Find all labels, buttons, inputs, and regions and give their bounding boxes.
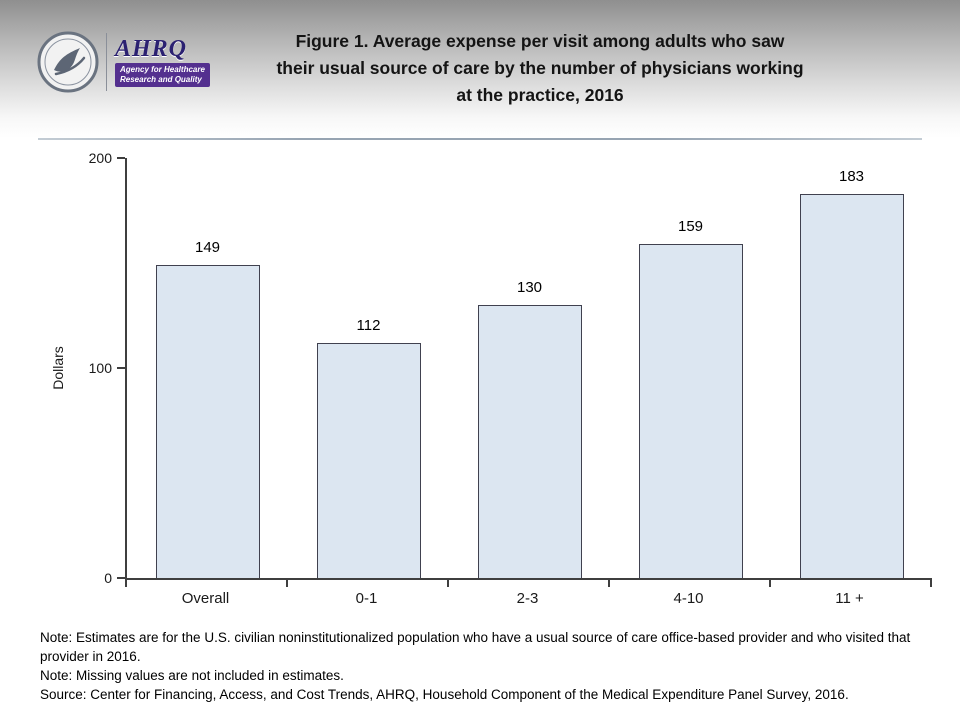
ahrq-tagline-line2: Research and Quality — [120, 75, 202, 84]
bar-slot: 183 — [771, 158, 932, 578]
ahrq-tagline-line1: Agency for Healthcare — [120, 65, 205, 74]
y-axis-tick-mark — [117, 157, 125, 159]
bar — [477, 305, 582, 578]
bar-value-label: 183 — [838, 167, 865, 185]
y-axis-tick-label: 200 — [88, 150, 112, 166]
bar-slot: 112 — [288, 158, 449, 578]
bar-slot: 149 — [127, 158, 288, 578]
x-axis-tick-mark — [125, 580, 127, 587]
x-axis-tick-mark — [769, 580, 771, 587]
x-axis-tick-mark — [286, 580, 288, 587]
ahrq-tagline: Agency for Healthcare Research and Quali… — [115, 63, 210, 87]
figure-title-line3: at the practice, 2016 — [456, 85, 624, 105]
bar-slot: 159 — [610, 158, 771, 578]
note-missing-values: Note: Missing values are not included in… — [40, 668, 344, 683]
bar-chart: Dollars 149 112 130 159 183 Overall 0-1 2-3 4-1… — [0, 150, 960, 620]
source-line: Source: Center for Financing, Access, an… — [40, 687, 849, 702]
note-population: Note: Estimates are for the U.S. civilia… — [40, 630, 911, 664]
x-axis-tick-mark — [930, 580, 932, 587]
y-axis-tick-mark — [117, 367, 125, 369]
logo-group: AHRQ Agency for Healthcare Research and … — [36, 30, 210, 94]
x-axis-label: 4-10 — [673, 590, 704, 607]
header-divider — [38, 138, 922, 140]
x-axis-label: Overall — [181, 590, 230, 607]
y-axis-tick-label: 100 — [88, 360, 112, 376]
bar-value-label: 130 — [516, 279, 543, 296]
page-header: AHRQ Agency for Healthcare Research and … — [0, 0, 960, 138]
bar — [316, 342, 421, 578]
footnotes: Note: Estimates are for the U.S. civilia… — [40, 628, 924, 704]
x-axis-tick-mark — [447, 580, 449, 587]
figure-title-line1: Figure 1. Average expense per visit amon… — [295, 31, 785, 51]
ahrq-logo: AHRQ Agency for Healthcare Research and … — [115, 37, 210, 87]
bar-slot: 130 — [449, 158, 610, 578]
x-axis-labels: Overall 0-1 2-3 4-10 11 + — [125, 590, 930, 607]
bar — [799, 193, 904, 578]
ahrq-logo-text: AHRQ — [115, 36, 188, 62]
figure-title-line2: their usual source of care by the number… — [276, 58, 804, 78]
bar — [638, 244, 743, 578]
bar — [155, 265, 260, 578]
x-axis-label: 0-1 — [355, 590, 378, 607]
y-axis-tick-mark — [117, 577, 125, 579]
plot-area: 149 112 130 159 183 — [125, 158, 932, 580]
bar-value-label: 112 — [356, 316, 381, 334]
bar-value-label: 159 — [677, 218, 704, 236]
y-axis-tick-label: 0 — [104, 570, 112, 586]
hhs-logo-icon — [37, 31, 99, 93]
logo-separator — [106, 33, 107, 91]
x-axis-label: 2-3 — [516, 590, 539, 607]
figure-title: Figure 1. Average expense per visit amon… — [130, 28, 950, 109]
x-axis-label: 11 + — [835, 590, 864, 607]
x-axis-tick-mark — [608, 580, 610, 587]
bar-value-label: 149 — [194, 239, 221, 257]
